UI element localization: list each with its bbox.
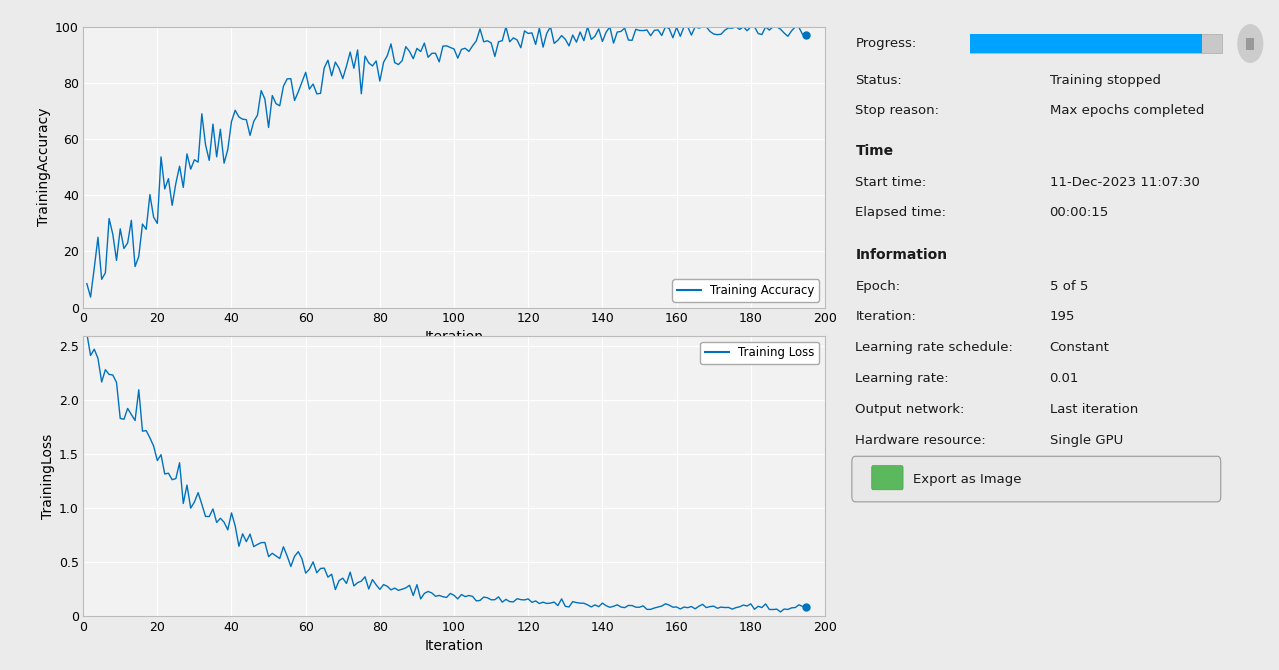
Text: Information: Information [856,248,948,261]
Text: Epoch:: Epoch: [856,279,900,293]
Text: 11-Dec-2023 11:07:30: 11-Dec-2023 11:07:30 [1050,176,1200,189]
FancyBboxPatch shape [852,456,1220,502]
Bar [969,34,1221,53]
X-axis label: Iteration: Iteration [425,330,483,344]
Text: 0.01: 0.01 [1050,372,1079,385]
Text: Start time:: Start time: [856,176,927,189]
Text: Last iteration: Last iteration [1050,403,1138,416]
X-axis label: Iteration: Iteration [425,639,483,653]
Text: Stop reason:: Stop reason: [856,104,939,117]
Circle shape [1238,25,1262,62]
Bar [969,34,1201,53]
Bar [1246,38,1255,50]
Text: 5 of 5: 5 of 5 [1050,279,1088,293]
Text: Learning rate schedule:: Learning rate schedule: [856,341,1013,354]
Y-axis label: TrainingAccuracy: TrainingAccuracy [37,108,51,226]
Text: Max epochs completed: Max epochs completed [1050,104,1204,117]
Text: Hardware resource:: Hardware resource: [856,433,986,447]
Text: Export as Image: Export as Image [913,472,1021,486]
Text: 195: 195 [1050,310,1074,324]
Text: Elapsed time:: Elapsed time: [856,206,946,219]
Y-axis label: TrainingLoss: TrainingLoss [41,433,55,519]
Legend: Training Loss: Training Loss [700,342,819,364]
Text: Training stopped: Training stopped [1050,74,1160,87]
Text: Learning rate:: Learning rate: [856,372,949,385]
FancyBboxPatch shape [872,466,903,490]
Text: 00:00:15: 00:00:15 [1050,206,1109,219]
Text: Progress:: Progress: [856,37,917,50]
Text: Output network:: Output network: [856,403,964,416]
Text: Single GPU: Single GPU [1050,433,1123,447]
Text: Constant: Constant [1050,341,1109,354]
Text: Time: Time [856,144,894,157]
Legend: Training Accuracy: Training Accuracy [673,279,819,302]
Text: Iteration:: Iteration: [856,310,916,324]
Text: Status:: Status: [856,74,902,87]
